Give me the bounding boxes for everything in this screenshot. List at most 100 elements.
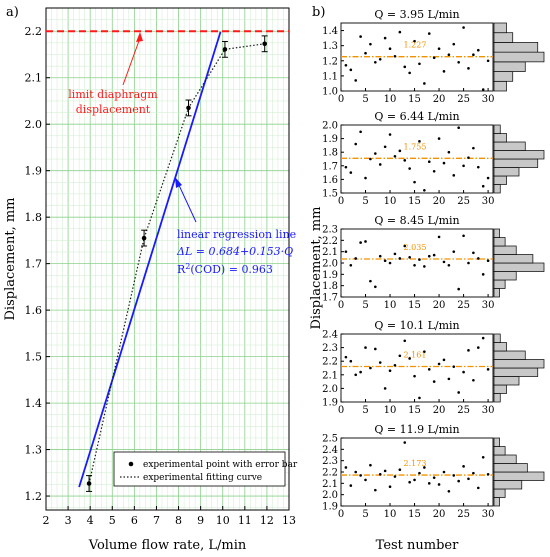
data-point (467, 477, 470, 481)
data-point (418, 258, 421, 261)
histogram-bar (493, 124, 501, 134)
data-point (423, 82, 426, 85)
histogram-bar (493, 446, 506, 456)
data-point (383, 469, 387, 473)
x-tick-label: 0 (338, 405, 344, 416)
y-tick-label: 1.9 (25, 165, 43, 178)
data-point (359, 474, 362, 477)
histogram-bar (493, 133, 507, 143)
data-point (364, 240, 367, 243)
x-axis-label: Test number (376, 538, 459, 553)
data-point (393, 252, 397, 256)
subplot-4: Q = 10.1 L/min 1.9 2.0 2.1 2.2 2.3 2.4 0 5 10 15 20… (322, 319, 546, 416)
x-tick-label: 25 (457, 405, 470, 416)
data-point (374, 488, 377, 492)
data-point (486, 59, 490, 63)
histogram-bar (493, 367, 539, 377)
y-tick-label: 1.3 (322, 41, 338, 52)
y-tick-label: 2.3 (322, 343, 338, 354)
x-tick-label: 4 (87, 514, 94, 527)
histogram-bar (493, 80, 507, 92)
x-tick-label: 5 (362, 509, 368, 520)
x-tick-label: 13 (282, 514, 296, 527)
data-point (364, 51, 367, 55)
data-point (388, 485, 392, 489)
y-tick-label: 1.6 (25, 304, 43, 317)
regression-arrow (177, 182, 197, 223)
data-point (398, 30, 402, 34)
data-point (423, 466, 426, 469)
limit-label: limit diaphragm (68, 88, 158, 101)
x-tick-label: 30 (482, 509, 495, 520)
subplot-frame (340, 437, 494, 507)
subplot-2: Q = 6.44 L/min 1.5 1.6 1.7 1.8 1.9 2.0 0 5 10 15 20… (322, 110, 546, 207)
data-point (457, 126, 460, 130)
data-point (344, 64, 348, 67)
data-point (408, 480, 411, 484)
histogram-bar (493, 359, 545, 369)
y-axis-label: Displacement, mm (309, 207, 324, 330)
y-tick-label: 2.0 (322, 490, 338, 501)
data-point (481, 455, 485, 459)
data-point (359, 241, 362, 244)
y-tick-label: 1.4 (25, 397, 43, 410)
data-point (447, 489, 451, 493)
data-point (378, 361, 382, 364)
data-point (369, 463, 372, 467)
data-point (374, 285, 377, 289)
y-tick-label: 1.2 (25, 490, 43, 503)
legend-point-marker (128, 461, 134, 467)
subplot-frame (340, 333, 494, 403)
data-point (359, 370, 362, 374)
data-point (452, 474, 456, 477)
data-point (383, 145, 387, 149)
data-point (374, 347, 377, 351)
x-tick-label: 10 (384, 405, 397, 416)
histogram-bar (493, 228, 500, 238)
y-tick-label: 2.5 (322, 434, 338, 445)
x-tick-label: 25 (457, 94, 470, 105)
data-point (349, 68, 353, 72)
subplot-frame (340, 124, 494, 194)
data-point (398, 149, 402, 153)
data-point (467, 156, 470, 159)
x-tick-label: 25 (457, 300, 470, 311)
subplot-title: Q = 11.9 L/min (374, 423, 459, 436)
data-point (222, 47, 228, 52)
x-tick-label: 8 (175, 514, 182, 527)
data-point (452, 250, 456, 253)
data-point (462, 164, 465, 168)
subplot-title: Q = 10.1 L/min (374, 319, 459, 332)
data-point (378, 163, 382, 166)
regression-line (78, 31, 222, 488)
data-point (359, 130, 362, 134)
x-tick-label: 30 (482, 300, 495, 311)
data-point (141, 235, 147, 241)
x-tick-label: 0 (338, 300, 344, 311)
x-axis-label: Volume flow rate, L/min (88, 538, 247, 553)
y-tick-label: 1.8 (25, 211, 43, 224)
histogram-bar (493, 167, 520, 177)
histogram-bar (493, 437, 500, 447)
data-point (476, 165, 480, 169)
histogram-bar (493, 271, 517, 281)
data-point (442, 260, 446, 264)
data-point (349, 171, 353, 174)
data-point (388, 369, 392, 373)
y-tick-label: 1.6 (322, 175, 338, 186)
data-point (186, 105, 191, 111)
data-point (388, 261, 392, 265)
data-point (462, 370, 465, 374)
data-point (481, 88, 485, 91)
subplot-title: Q = 3.95 L/min (374, 8, 459, 21)
data-point (467, 67, 470, 70)
data-point (418, 471, 421, 475)
data-point (378, 254, 382, 258)
data-point (383, 387, 387, 390)
data-point (354, 470, 358, 474)
data-point (408, 167, 411, 170)
data-point (447, 263, 451, 267)
data-point (437, 137, 441, 140)
histogram-bar (493, 376, 520, 386)
x-tick-label: 10 (384, 196, 397, 207)
